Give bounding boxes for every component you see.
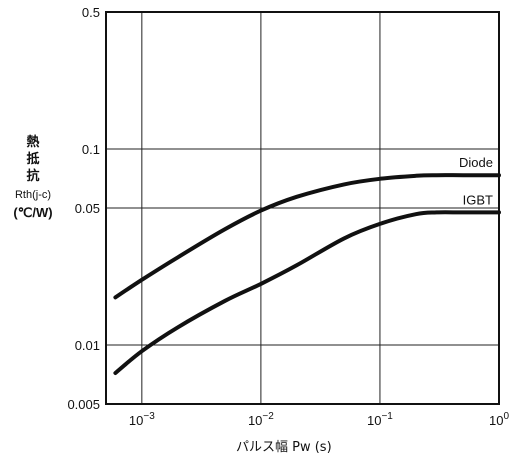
x-tick-label: 10−1 [367, 411, 393, 428]
y-axis-label-unit: (℃/W) [13, 205, 53, 220]
y-tick-label: 0.05 [75, 201, 100, 216]
plot-frame [105, 11, 500, 405]
y-axis-label-kanji-3: 抗 [26, 169, 40, 184]
y-tick-label: 0.01 [75, 338, 100, 353]
x-tick-label: 100 [489, 411, 509, 428]
y-axis-label-symbol: Rth(j-c) [14, 189, 52, 201]
x-tick-label: 10−3 [129, 411, 155, 428]
y-tick-label: 0.1 [82, 142, 100, 157]
y-axis-label: 熱 抵 抗 Rth(j-c) (℃/W) [4, 134, 62, 221]
series-line-diode [113, 173, 501, 300]
y-tick-label: 0.5 [82, 5, 100, 20]
y-axis-label-kanji-2: 抵 [26, 152, 40, 167]
y-axis-label-kanji-1: 熱 [26, 135, 40, 150]
x-tick-labels: 10−3 10−2 10−1 100 [129, 411, 510, 428]
x-tick-label: 10−2 [248, 411, 274, 428]
series-labels: Diode IGBT [459, 155, 493, 207]
series-label-diode: Diode [459, 155, 493, 170]
series-line-igbt [113, 210, 501, 375]
grid [106, 12, 499, 404]
series-label-igbt: IGBT [463, 192, 493, 207]
x-axis-label: パルス幅 Pw (s) [236, 440, 332, 455]
y-tick-label: 0.005 [67, 397, 100, 412]
y-tick-labels: 0.5 0.1 0.05 0.01 0.005 [67, 5, 100, 412]
curves [113, 173, 501, 375]
